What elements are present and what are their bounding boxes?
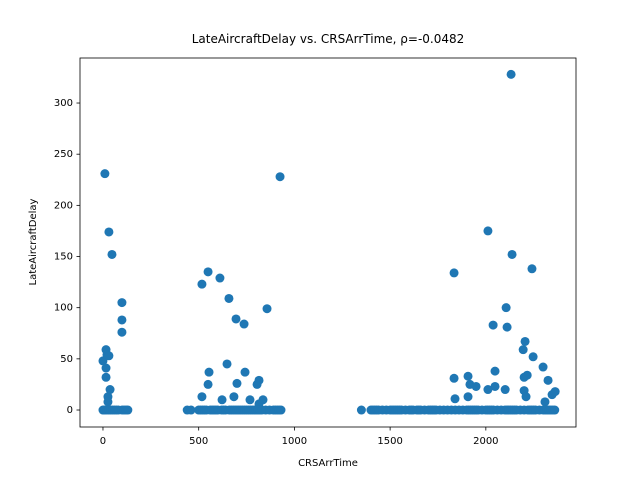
point bbox=[104, 227, 114, 237]
point bbox=[101, 372, 111, 382]
point bbox=[488, 320, 498, 330]
point bbox=[538, 362, 548, 372]
plot-frame bbox=[79, 57, 577, 428]
point bbox=[104, 351, 114, 361]
point bbox=[105, 385, 115, 395]
point bbox=[527, 264, 537, 274]
point bbox=[276, 405, 286, 415]
point bbox=[450, 394, 460, 404]
point bbox=[275, 172, 285, 182]
point bbox=[252, 379, 262, 389]
point bbox=[229, 392, 239, 402]
point bbox=[240, 367, 250, 377]
x-tick-label: 1500 bbox=[377, 436, 402, 447]
point bbox=[483, 226, 493, 236]
point bbox=[117, 315, 127, 325]
point bbox=[502, 322, 512, 332]
point bbox=[490, 381, 500, 391]
point bbox=[197, 392, 207, 402]
point bbox=[483, 385, 493, 395]
x-tick-label: 500 bbox=[189, 436, 208, 447]
point bbox=[103, 397, 113, 407]
point bbox=[543, 375, 553, 385]
point bbox=[500, 385, 510, 395]
x-tick-label: 1000 bbox=[282, 436, 307, 447]
point bbox=[528, 352, 538, 362]
point bbox=[501, 303, 511, 313]
x-tick-label: 2000 bbox=[473, 436, 498, 447]
point bbox=[203, 267, 213, 277]
y-tick-label: 50 bbox=[60, 354, 73, 365]
point bbox=[518, 345, 528, 355]
point bbox=[100, 169, 110, 179]
point bbox=[239, 319, 249, 329]
point bbox=[521, 392, 531, 402]
point bbox=[117, 327, 127, 337]
point bbox=[203, 379, 213, 389]
point bbox=[463, 392, 473, 402]
point bbox=[262, 304, 272, 314]
y-tick-label: 0 bbox=[67, 405, 73, 416]
y-tick-label: 150 bbox=[54, 252, 73, 263]
point bbox=[449, 268, 459, 278]
point bbox=[550, 387, 560, 397]
point bbox=[232, 378, 242, 388]
point bbox=[186, 405, 196, 415]
point bbox=[107, 249, 117, 259]
y-axis-label: LateAircraftDelay bbox=[28, 198, 39, 285]
point bbox=[449, 373, 459, 383]
point bbox=[490, 366, 500, 376]
point bbox=[231, 314, 241, 324]
y-tick-label: 200 bbox=[54, 200, 73, 211]
point bbox=[522, 370, 532, 380]
chart-title: LateAircraftDelay vs. CRSArrTime, ρ=-0.0… bbox=[192, 32, 465, 46]
x-axis-label: CRSArrTime bbox=[298, 458, 358, 469]
point bbox=[217, 395, 227, 405]
point bbox=[540, 397, 550, 407]
point bbox=[204, 367, 214, 377]
point bbox=[356, 405, 366, 415]
point bbox=[123, 405, 133, 415]
y-tick-label: 300 bbox=[54, 98, 73, 109]
point bbox=[550, 405, 560, 415]
point bbox=[222, 359, 232, 369]
point bbox=[245, 395, 255, 405]
x-tick-label: 0 bbox=[100, 436, 106, 447]
point bbox=[101, 363, 111, 373]
point bbox=[507, 249, 517, 259]
point bbox=[117, 298, 127, 308]
point bbox=[215, 273, 225, 283]
point bbox=[463, 371, 473, 381]
point bbox=[506, 69, 516, 79]
point bbox=[197, 279, 207, 289]
y-tick-label: 100 bbox=[54, 303, 73, 314]
point bbox=[224, 293, 234, 303]
point bbox=[471, 381, 481, 391]
point bbox=[520, 336, 530, 346]
y-tick-label: 250 bbox=[54, 149, 73, 160]
